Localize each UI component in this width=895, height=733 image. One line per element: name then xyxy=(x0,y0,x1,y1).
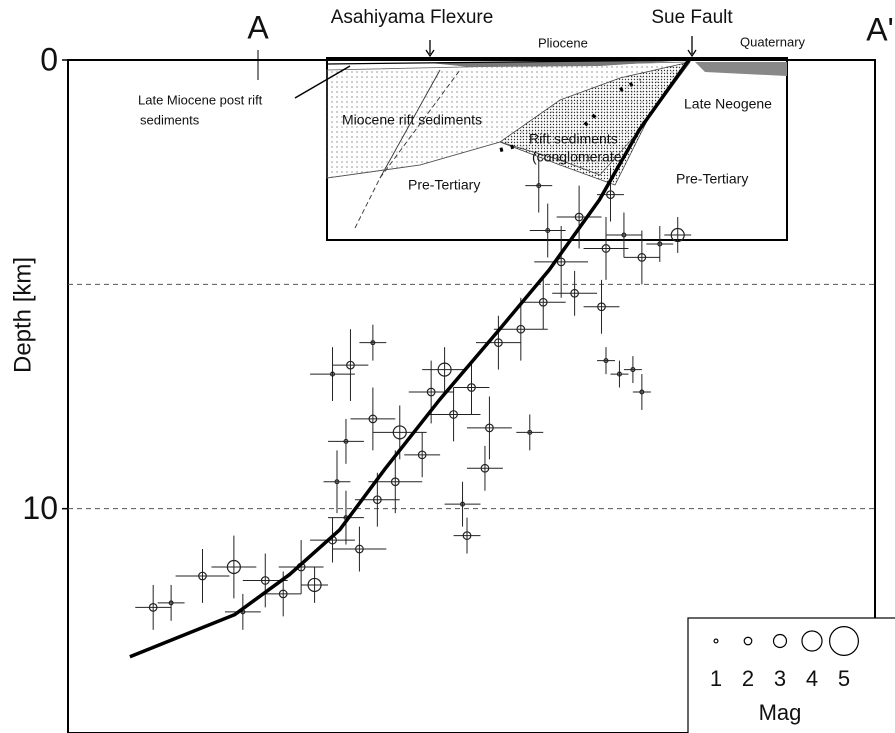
event xyxy=(574,212,584,222)
event xyxy=(603,358,609,364)
legend-label: 4 xyxy=(806,666,818,691)
section-label: A' xyxy=(866,11,893,47)
section-label: A xyxy=(247,9,269,45)
event xyxy=(346,360,355,370)
annotation: Asahiyama Flexure xyxy=(331,7,494,28)
legend-symbol xyxy=(772,633,788,649)
event xyxy=(467,383,476,392)
plot-frame xyxy=(67,59,876,733)
event xyxy=(570,288,579,298)
event xyxy=(392,425,407,440)
event xyxy=(417,450,427,460)
event xyxy=(527,429,533,435)
event xyxy=(198,571,207,581)
annotation: Pre-Tertiary xyxy=(408,177,480,193)
event xyxy=(370,340,376,346)
event xyxy=(538,297,548,307)
event xyxy=(437,362,452,377)
annotation: Pre-Tertiary xyxy=(676,171,748,187)
fault-line xyxy=(129,58,691,659)
legend-title: Mag xyxy=(759,700,802,725)
inset-fault xyxy=(354,69,461,229)
event xyxy=(343,438,349,444)
event xyxy=(334,479,340,485)
event xyxy=(494,338,503,348)
event xyxy=(597,302,606,312)
event xyxy=(226,559,241,575)
event xyxy=(148,602,158,612)
annotation: Pliocene xyxy=(538,35,588,50)
legend-label: 2 xyxy=(742,666,754,691)
annotation: Sue Fault xyxy=(651,7,733,28)
event xyxy=(670,227,685,243)
y-tick-label: 10 xyxy=(22,490,58,526)
event xyxy=(536,183,542,189)
event xyxy=(460,501,466,507)
event xyxy=(545,227,551,234)
inset-fault xyxy=(379,69,441,179)
pliocene-unit xyxy=(430,60,690,67)
event xyxy=(329,371,336,377)
event xyxy=(278,589,288,599)
arrow xyxy=(687,36,697,58)
event xyxy=(556,257,566,267)
event xyxy=(637,253,647,262)
event xyxy=(355,544,364,554)
conglomerate-marker xyxy=(499,78,641,152)
event xyxy=(260,576,270,585)
legend-symbol xyxy=(801,630,823,652)
event xyxy=(480,463,490,473)
y-axis-label: Depth [km] xyxy=(9,257,36,373)
event xyxy=(657,241,663,247)
pointer-line xyxy=(294,65,351,99)
cross-section-inset xyxy=(257,36,788,241)
event xyxy=(368,414,378,424)
event xyxy=(168,600,174,606)
annotation: Miocene rift sediments xyxy=(342,112,482,128)
event xyxy=(462,531,472,540)
event xyxy=(372,495,382,505)
annotation: (conglomerate xyxy=(532,149,622,165)
event xyxy=(621,232,627,238)
event xyxy=(639,389,645,395)
legend-box xyxy=(687,617,895,733)
annotation: Late Miocene post rift xyxy=(138,92,263,107)
annotation: Late Neogene xyxy=(684,96,772,112)
event xyxy=(516,324,526,334)
event xyxy=(485,423,494,433)
arrow xyxy=(425,40,435,58)
late-neogene-unit xyxy=(695,62,787,76)
event xyxy=(390,477,400,487)
event xyxy=(449,410,458,419)
event xyxy=(426,387,436,397)
event xyxy=(616,371,622,377)
annotation: sediments xyxy=(140,112,200,127)
legend-label: 5 xyxy=(838,666,850,691)
legend-symbol xyxy=(713,638,719,644)
annotation: Quaternary xyxy=(740,34,806,49)
pre-tertiary-boundary xyxy=(326,141,601,179)
legend-label: 3 xyxy=(774,666,786,691)
event xyxy=(606,190,615,199)
annotation: Rift sediments xyxy=(529,131,618,147)
legend-label: 1 xyxy=(710,666,722,691)
legend-symbol xyxy=(828,625,859,656)
event xyxy=(307,577,322,593)
event xyxy=(630,367,636,373)
y-tick-label: 0 xyxy=(40,41,58,77)
event xyxy=(601,244,611,253)
legend-symbol xyxy=(743,636,753,646)
